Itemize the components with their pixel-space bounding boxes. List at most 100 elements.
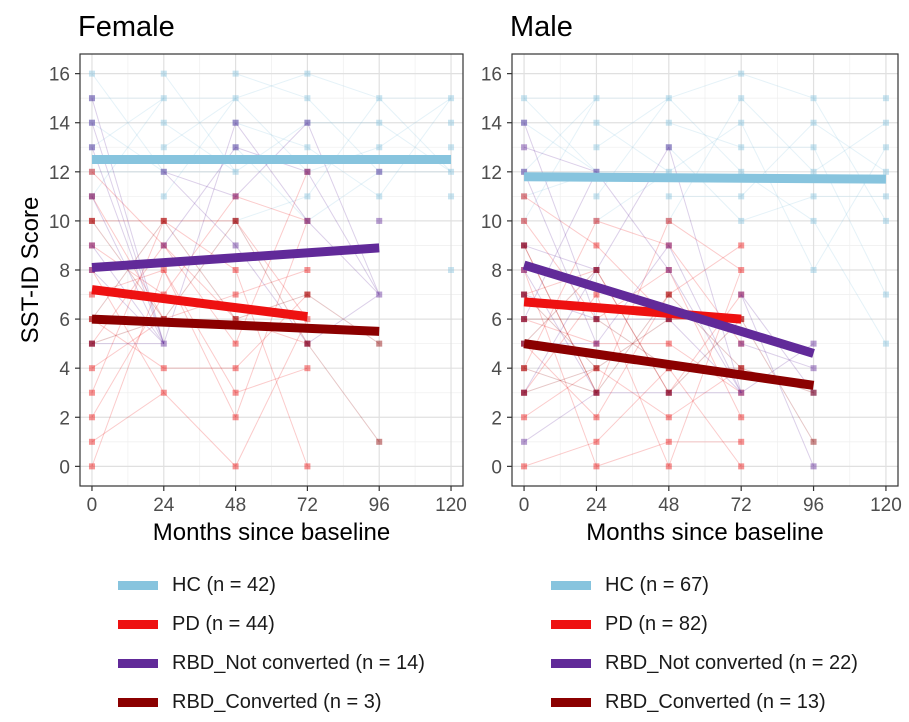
trajectory-pd: [91, 318, 165, 369]
point-hc: [521, 193, 528, 200]
point-hc: [593, 95, 600, 102]
point-hc: [593, 193, 600, 200]
point-hc: [738, 193, 745, 200]
point-pd: [665, 414, 672, 421]
point-rbd_conv: [88, 340, 95, 347]
trajectory-hc: [523, 97, 597, 173]
y-tick-label: 0: [59, 457, 70, 478]
point-hc: [738, 144, 745, 151]
legend-key-rbd-converted: [118, 698, 158, 707]
legend-label-hc: HC (n = 42): [172, 574, 276, 596]
point-pd: [88, 463, 95, 470]
point-hc: [376, 144, 383, 151]
trajectory-hc: [596, 122, 670, 173]
trajectory-pd: [91, 392, 165, 443]
legend-label-rbd-not-converted: RBD_Not converted (n = 22): [605, 652, 858, 674]
point-pd: [160, 217, 167, 224]
point-hc: [232, 70, 239, 77]
x-tick-label: 120: [435, 495, 467, 516]
point-hc: [882, 217, 889, 224]
point-rbd_conv: [738, 365, 745, 372]
point-pd: [665, 217, 672, 224]
point-pd: [593, 242, 600, 249]
legend-key-pd: [551, 620, 591, 629]
trajectory-hc: [813, 97, 887, 222]
trajectory-pd: [523, 367, 597, 418]
point-rbd_not: [88, 119, 95, 126]
point-pd: [304, 291, 311, 298]
trajectory-hc: [813, 220, 887, 344]
point-pd: [304, 316, 311, 323]
trajectory-pd: [668, 245, 742, 295]
trajectory-hc: [596, 97, 670, 148]
trajectory-hc: [740, 122, 814, 197]
trajectory-rbd_not: [523, 269, 597, 393]
point-rbd_not: [593, 168, 600, 175]
point-pd: [232, 316, 239, 323]
trajectory-pd: [163, 196, 236, 295]
point-pd: [665, 438, 672, 445]
point-pd: [593, 267, 600, 273]
trajectory-pd: [235, 269, 308, 296]
trajectory-hc: [235, 195, 308, 222]
point-rbd_not: [160, 168, 167, 175]
fit-line-hc: [524, 172, 886, 184]
fit-line-pd: [91, 285, 308, 322]
point-hc: [448, 119, 455, 126]
point-hc: [882, 168, 889, 175]
point-pd: [738, 438, 745, 445]
point-pd: [738, 340, 745, 347]
trajectory-hc: [813, 122, 887, 173]
point-pd: [160, 365, 167, 372]
point-rbd_conv: [810, 438, 817, 445]
trajectory-rbd_not: [307, 294, 380, 345]
trajectory-pd: [668, 269, 742, 418]
trajectory-rbd_not: [91, 147, 165, 344]
point-rbd_not: [521, 119, 528, 126]
point-pd: [232, 267, 239, 273]
point-hc: [521, 95, 528, 102]
trajectory-rbd_not: [163, 171, 236, 197]
point-pd: [304, 340, 311, 347]
point-hc: [882, 291, 889, 298]
point-hc: [304, 168, 311, 175]
point-rbd_conv: [665, 291, 672, 298]
y-tick-label: 10: [49, 212, 70, 233]
point-pd: [593, 414, 600, 421]
point-hc: [665, 144, 672, 151]
x-tick-label: 48: [225, 495, 246, 516]
point-rbd_conv: [160, 217, 167, 224]
point-hc: [88, 168, 95, 175]
point-rbd_not: [521, 438, 528, 445]
y-axis-label: SST-ID Score: [17, 197, 44, 344]
x-tick-label: 120: [870, 495, 902, 516]
point-hc: [376, 95, 383, 102]
point-rbd_conv: [593, 389, 600, 396]
point-rbd_not: [304, 217, 311, 224]
trajectory-pd: [91, 294, 165, 418]
point-pd: [88, 365, 95, 372]
point-hc: [304, 144, 311, 151]
trajectory-pd: [91, 318, 165, 369]
trajectory-rbd_not: [523, 146, 597, 173]
point-rbd_not: [88, 242, 95, 249]
trajectory-rbd_conv: [91, 220, 165, 320]
point-pd: [88, 242, 95, 249]
panel-title: Female: [78, 11, 175, 43]
x-axis-label: Months since baseline: [153, 519, 390, 546]
point-pd: [521, 365, 528, 372]
point-pd: [665, 389, 672, 396]
point-rbd_conv: [88, 217, 95, 224]
point-pd: [88, 414, 95, 421]
point-hc: [376, 193, 383, 200]
point-pd: [232, 340, 239, 347]
trajectory-rbd_not: [523, 269, 597, 393]
x-tick-label: 96: [369, 495, 390, 516]
point-pd: [88, 267, 95, 273]
point-pd: [304, 217, 311, 224]
point-hc: [665, 193, 672, 200]
trajectory-hc: [378, 97, 452, 148]
trajectory-rbd_not: [163, 171, 236, 246]
point-rbd_not: [665, 144, 672, 151]
